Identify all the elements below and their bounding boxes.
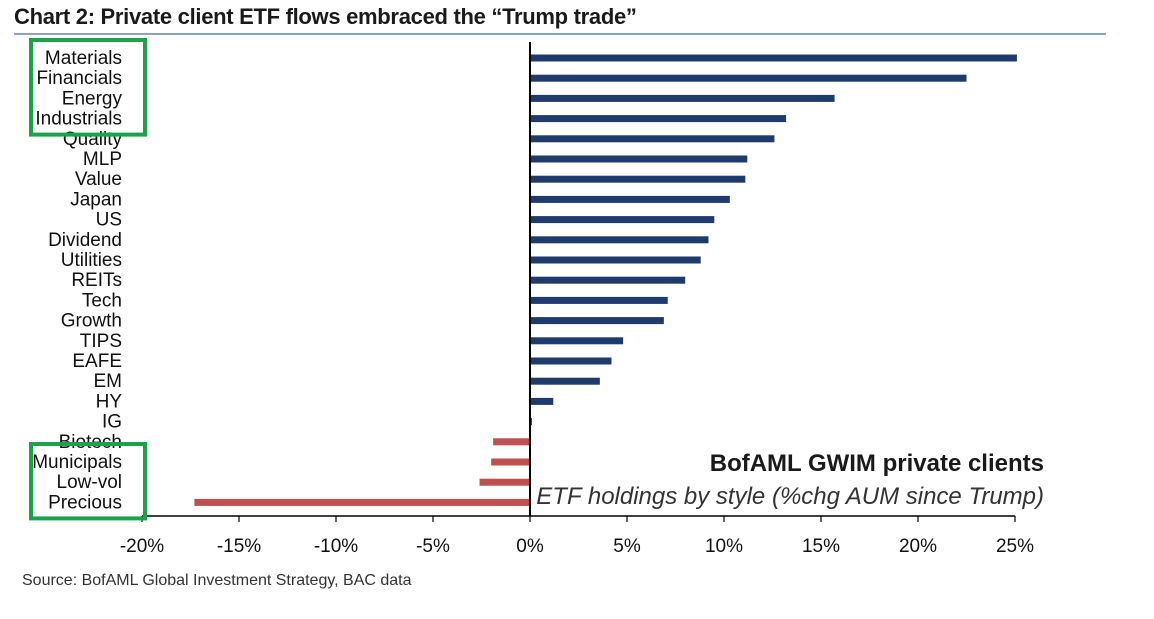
x-tick-label: 5% (613, 536, 641, 557)
category-label: Financials (36, 68, 122, 89)
bar-mlp (530, 155, 748, 163)
chart-title: Chart 2: Private client ETF flows embrac… (14, 4, 637, 29)
category-label: IG (102, 412, 122, 433)
annotation-line1: BofAML GWIM private clients (710, 450, 1044, 477)
category-label: Precious (48, 492, 122, 513)
bar-low-vol (479, 478, 530, 486)
category-label: Tech (82, 290, 122, 311)
bar-em (530, 377, 600, 385)
bar-utilities (530, 256, 701, 264)
x-tick-label: 10% (705, 536, 743, 557)
category-label: EAFE (72, 351, 122, 372)
bar-biotech (493, 438, 530, 446)
x-tick-label: 20% (899, 536, 937, 557)
category-label: HY (96, 391, 123, 412)
category-label: Municipals (32, 452, 122, 473)
bar-growth (530, 317, 664, 325)
bar-tech (530, 296, 668, 304)
highlight-box-2 (29, 442, 147, 521)
x-tick-label: 15% (802, 536, 840, 557)
category-label: Utilities (61, 250, 122, 271)
category-label: Value (75, 169, 122, 190)
annotation-line2: ETF holdings by style (%chg AUM since Tr… (536, 483, 1044, 510)
category-label: Industrials (35, 109, 122, 130)
category-label: Dividend (48, 230, 122, 251)
category-label: Quality (63, 129, 123, 150)
category-label: US (96, 210, 122, 231)
x-tick-label: -15% (217, 536, 261, 557)
bar-hy (530, 397, 554, 405)
x-tick-label: -5% (416, 536, 450, 557)
category-label: Growth (61, 311, 122, 332)
x-tick-label: 0% (516, 536, 544, 557)
bar-us (530, 216, 715, 224)
bar-municipals (491, 458, 530, 466)
bar-precious (194, 498, 530, 506)
category-label: EM (94, 371, 123, 392)
bar-value (530, 175, 746, 183)
bar-industrials (530, 115, 787, 123)
category-label: Low-vol (57, 472, 122, 493)
bar-dividend (530, 236, 709, 244)
title-rule (14, 33, 1106, 35)
x-tick-label: -10% (314, 536, 358, 557)
x-tick-label: -20% (120, 536, 164, 557)
category-label: MLP (83, 149, 122, 170)
category-label: Energy (62, 88, 123, 109)
x-tick-label: 25% (996, 536, 1034, 557)
bar-financials (530, 74, 967, 82)
bar-tips (530, 337, 624, 345)
bar-materials (530, 54, 1017, 62)
source-note: Source: BofAML Global Investment Strateg… (22, 572, 412, 589)
bar-eafe (530, 357, 612, 365)
bar-energy (530, 94, 835, 102)
category-label: TIPS (80, 331, 122, 352)
category-label: Japan (70, 189, 122, 210)
category-label: Materials (45, 48, 122, 69)
highlight-box-1 (29, 38, 147, 137)
bar-reits (530, 276, 686, 284)
category-label: REITs (71, 270, 122, 291)
bar-quality (530, 135, 775, 143)
bar-japan (530, 195, 730, 203)
